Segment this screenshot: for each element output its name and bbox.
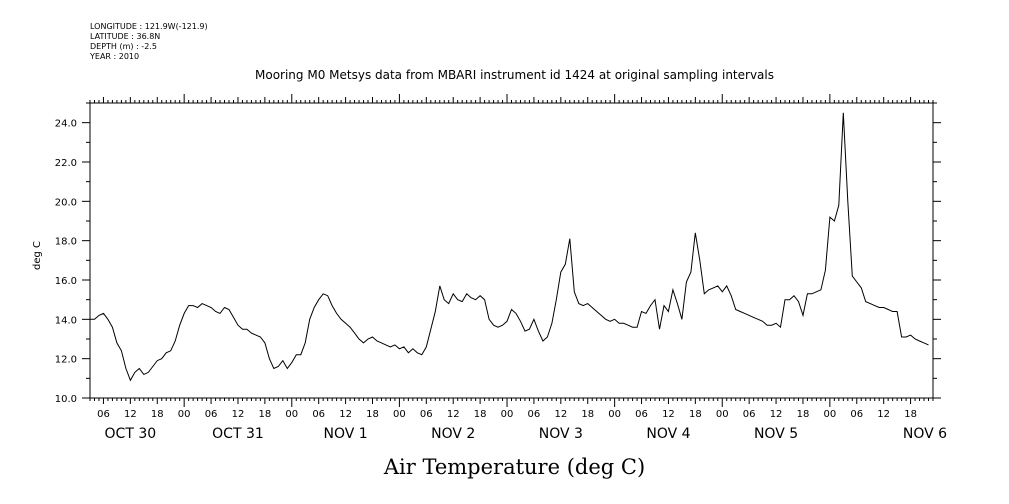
x-tick-label: 12 xyxy=(447,409,460,420)
day-label: NOV 3 xyxy=(539,426,583,442)
x-tick-label: 06 xyxy=(97,409,110,420)
y-tick-label: 14.0 xyxy=(55,315,77,326)
x-tick-label: 06 xyxy=(850,409,863,420)
series-line-air-temperature xyxy=(90,112,929,382)
x-tick-label: 00 xyxy=(178,409,191,420)
x-tick-label: 06 xyxy=(635,409,648,420)
x-tick-label: 12 xyxy=(339,409,352,420)
day-label: OCT 31 xyxy=(212,426,264,442)
y-tick-label: 16.0 xyxy=(55,276,77,287)
x-tick-label: 06 xyxy=(312,409,325,420)
x-tick-label: 06 xyxy=(528,409,541,420)
day-label: OCT 30 xyxy=(105,426,157,442)
x-tick-label: 12 xyxy=(662,409,675,420)
x-tick-label: 18 xyxy=(797,409,810,420)
x-tick-label: 12 xyxy=(124,409,137,420)
day-label: NOV 4 xyxy=(646,426,690,442)
day-label: NOV 5 xyxy=(754,426,798,442)
y-tick-label: 20.0 xyxy=(55,197,77,208)
y-tick-label: 22.0 xyxy=(55,158,77,169)
x-tick-label: 12 xyxy=(770,409,783,420)
latitude-text: LATITUDE : 36.8N xyxy=(90,32,161,41)
year-text: YEAR : 2010 xyxy=(90,52,140,61)
y-tick-label: 24.0 xyxy=(55,119,77,130)
x-tick-label: 18 xyxy=(259,409,272,420)
x-tick-label: 00 xyxy=(823,409,836,420)
y-tick-label: 12.0 xyxy=(55,355,77,366)
x-tick-label: 18 xyxy=(581,409,594,420)
x-tick-label: 12 xyxy=(232,409,245,420)
x-tick-label: 18 xyxy=(474,409,487,420)
day-label: NOV 1 xyxy=(323,426,367,442)
x-tick-label: 06 xyxy=(743,409,756,420)
y-tick-label: 10.0 xyxy=(55,394,77,405)
metadata-block: LONGITUDE : 121.9W(-121.9) LATITUDE : 36… xyxy=(90,22,208,62)
x-tick-label: 18 xyxy=(151,409,164,420)
x-tick-label: 18 xyxy=(689,409,702,420)
x-tick-label: 00 xyxy=(501,409,514,420)
x-tick-label: 06 xyxy=(205,409,218,420)
x-tick-label: 18 xyxy=(904,409,917,420)
day-label: NOV 2 xyxy=(431,426,475,442)
x-tick-label: 12 xyxy=(877,409,890,420)
plot-frame xyxy=(89,102,934,399)
chart-title: Mooring M0 Metsys data from MBARI instru… xyxy=(255,68,774,82)
x-tick-label: 00 xyxy=(608,409,621,420)
depth-text: DEPTH (m) : -2.5 xyxy=(90,42,157,51)
x-axis-label: Air Temperature (deg C) xyxy=(383,455,646,479)
x-tick-label: 12 xyxy=(554,409,567,420)
longitude-text: LONGITUDE : 121.9W(-121.9) xyxy=(90,22,208,31)
x-tick-label: 00 xyxy=(285,409,298,420)
y-tick-label: 18.0 xyxy=(55,237,77,248)
x-tick-label: 00 xyxy=(393,409,406,420)
x-tick-label: 06 xyxy=(420,409,433,420)
x-tick-label: 00 xyxy=(716,409,729,420)
day-label: NOV 6 xyxy=(903,426,947,442)
x-tick-label: 18 xyxy=(366,409,379,420)
